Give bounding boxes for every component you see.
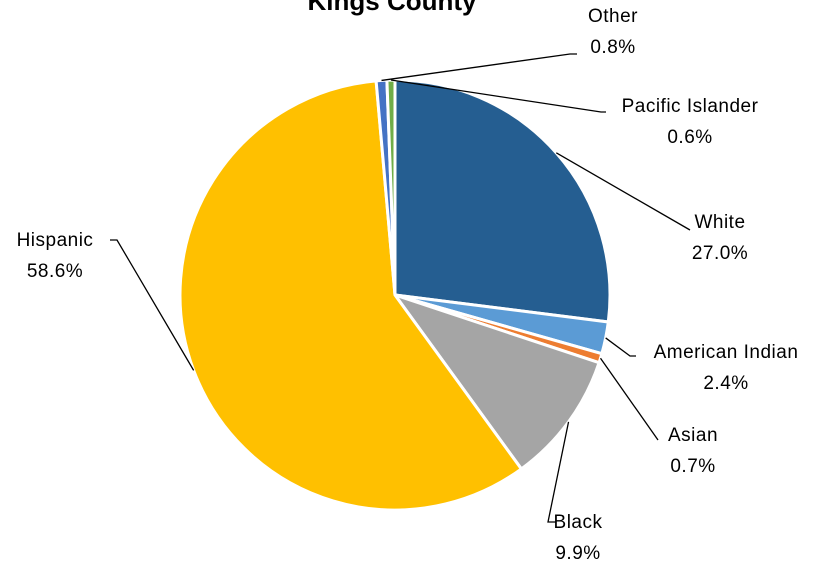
slice-label-black: Black [554, 512, 603, 533]
leader-line-pacific-islander [390, 79, 606, 113]
leader-line-black [547, 421, 570, 523]
slice-label-other: Other [588, 6, 638, 27]
leader-line-other [381, 53, 577, 82]
pie-slice-white [393, 78, 612, 324]
slice-value-pacific-islander: 0.6% [667, 127, 712, 148]
pie-slice-black [391, 292, 601, 472]
slice-label-pacific-islander: Pacific Islander [622, 96, 759, 117]
chart-title: Kings County [308, 0, 478, 16]
slice-value-other: 0.8% [590, 37, 635, 58]
leader-line-white [555, 152, 691, 231]
slice-label-hispanic: Hispanic [17, 230, 94, 251]
leader-line-asian [599, 357, 659, 441]
slice-value-black: 9.9% [555, 543, 600, 564]
slice-value-white: 27.0% [692, 243, 748, 264]
slice-label-american-indian: American Indian [654, 342, 799, 363]
slice-value-american-indian: 2.4% [703, 373, 748, 394]
leader-line-hispanic [110, 239, 195, 371]
slice-label-white: White [694, 212, 745, 233]
slice-label-asian: Asian [668, 425, 718, 446]
slice-value-hispanic: 58.6% [27, 261, 83, 282]
leader-line-american-indian [605, 337, 636, 357]
pie-slice-hispanic [178, 79, 524, 512]
slice-value-asian: 0.7% [670, 456, 715, 477]
